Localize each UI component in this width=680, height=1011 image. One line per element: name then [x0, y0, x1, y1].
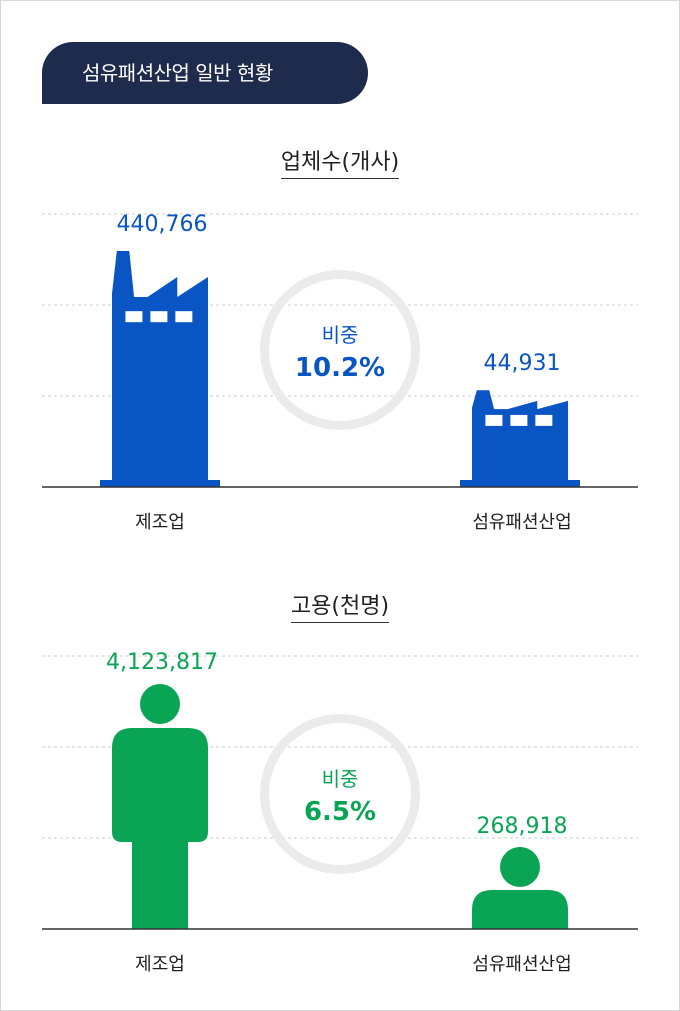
factory-body: [472, 390, 568, 481]
category-label-textile: 섬유패션산업: [472, 954, 572, 975]
factory-icon-manufacturing: [100, 251, 220, 487]
data-label-textile: 44,931: [483, 351, 561, 376]
ratio-value: 6.5%: [303, 797, 377, 827]
ratio-label: 비중: [321, 323, 359, 347]
chart-title-employment: 고용(천명): [0, 588, 680, 623]
category-label-manufacturing: 제조업: [135, 512, 185, 533]
person-icon-textile: [472, 847, 568, 929]
person-head: [140, 684, 180, 724]
factory-base: [100, 480, 220, 487]
data-label-manufacturing: 4,123,817: [106, 650, 218, 675]
ratio-circle: 비중 10.2%: [260, 270, 420, 430]
ratio-label: 비중: [321, 767, 359, 791]
factory-window: [510, 414, 528, 426]
factory-window: [125, 311, 143, 323]
data-label-manufacturing: 440,766: [116, 212, 208, 237]
factory-window: [175, 311, 193, 323]
factory-base: [460, 480, 580, 487]
factory-window: [535, 414, 553, 426]
category-label-textile: 섬유패션산업: [472, 512, 572, 533]
factory-window: [150, 311, 168, 323]
chart-title-companies: 업체수(개사): [0, 144, 680, 179]
person-body: [472, 890, 568, 929]
factory-icon-textile: [460, 390, 580, 487]
factory-window: [485, 414, 503, 426]
person-head: [500, 847, 540, 887]
page-title: 섬유패션산업 일반 현황: [42, 42, 368, 104]
person-body: [112, 728, 208, 929]
category-label-manufacturing: 제조업: [135, 954, 185, 975]
factory-body: [112, 251, 208, 481]
ratio-value: 10.2%: [294, 353, 386, 383]
data-label-textile: 268,918: [476, 814, 568, 839]
ratio-circle: 비중 6.5%: [260, 714, 420, 874]
person-icon-manufacturing: [112, 684, 208, 929]
